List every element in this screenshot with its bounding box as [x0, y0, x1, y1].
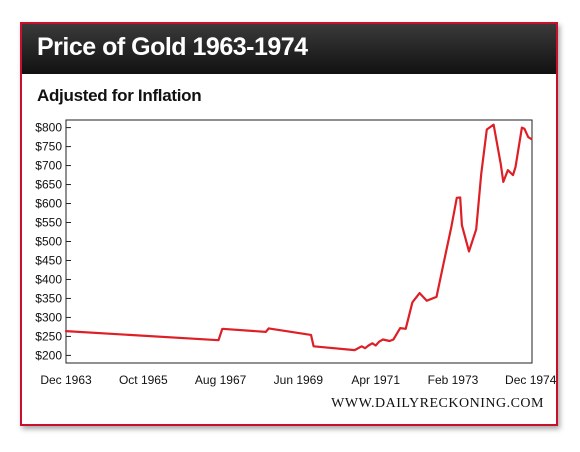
y-tick-label: $250	[35, 329, 62, 343]
x-tick-label: Dec 1963	[40, 373, 92, 387]
y-tick-label: $200	[35, 348, 62, 362]
y-tick-label: $450	[35, 253, 62, 267]
chart-card: Price of Gold 1963-1974 Adjusted for Inf…	[20, 22, 558, 426]
chart-subtitle: Adjusted for Inflation	[37, 86, 202, 105]
chart-header: Price of Gold 1963-1974	[22, 24, 556, 74]
line-chart: $200 $250 $300 $350 $400 $450 $500 $550 $600 $650…	[35, 119, 556, 387]
y-tick-label: $700	[35, 159, 62, 173]
chart-title: Price of Gold 1963-1974	[37, 33, 308, 61]
y-tick-label: $400	[35, 272, 62, 286]
x-tick-label: Oct 1965	[119, 373, 168, 387]
y-tick-label: $650	[35, 178, 62, 192]
x-tick-label: Feb 1973	[428, 373, 479, 387]
y-tick-label: $800	[35, 121, 62, 135]
y-tick-label: $300	[35, 310, 62, 324]
y-tick-label: $500	[35, 235, 62, 249]
x-tick-label: Aug 1967	[195, 373, 247, 387]
y-tick-label: $600	[35, 197, 62, 211]
y-tick-label: $350	[35, 291, 62, 305]
plot-area	[65, 119, 533, 364]
x-tick-label: Apr 1971	[351, 373, 400, 387]
x-tick-label: Dec 1974	[505, 373, 556, 387]
x-tick-label: Jun 1969	[274, 373, 324, 387]
watermark: WWW.DAILYRECKONING.COM	[331, 396, 544, 411]
y-tick-label: $550	[35, 216, 62, 230]
series-line	[64, 123, 533, 352]
y-tick-label: $750	[35, 140, 62, 154]
